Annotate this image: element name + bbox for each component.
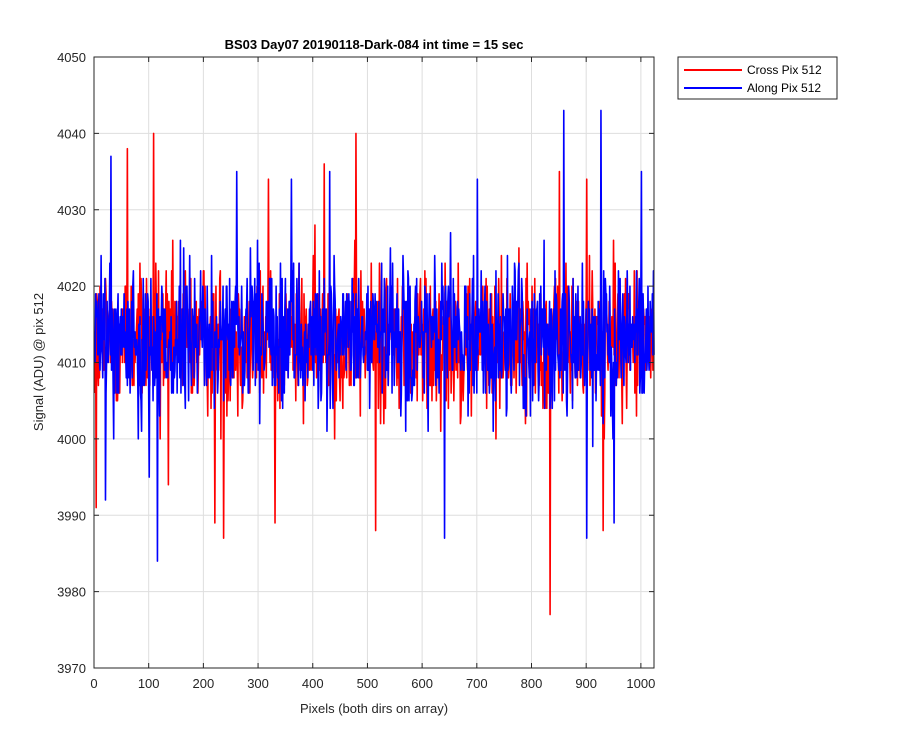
x-tick-label: 600 bbox=[411, 676, 433, 691]
data-lines bbox=[93, 109, 655, 616]
y-tick-label: 4050 bbox=[57, 50, 86, 65]
x-tick-label: 400 bbox=[302, 676, 324, 691]
y-tick-label: 3970 bbox=[57, 661, 86, 676]
y-tick-label: 3990 bbox=[57, 508, 86, 523]
y-axis-label: Signal (ADU) @ pix 512 bbox=[31, 293, 46, 431]
y-tick-label: 4010 bbox=[57, 356, 86, 371]
chart-title: BS03 Day07 20190118-Dark-084 int time = … bbox=[225, 37, 524, 52]
y-tick-label: 4040 bbox=[57, 126, 86, 141]
legend-label-along: Along Pix 512 bbox=[747, 81, 821, 95]
series-line-along-pix-512 bbox=[93, 109, 655, 562]
x-tick-label: 500 bbox=[357, 676, 379, 691]
x-tick-label: 1000 bbox=[626, 676, 655, 691]
x-tick-label: 0 bbox=[90, 676, 97, 691]
y-tick-label: 4020 bbox=[57, 279, 86, 294]
x-axis-label: Pixels (both dirs on array) bbox=[300, 701, 448, 716]
y-tick-label: 3980 bbox=[57, 585, 86, 600]
x-tick-label: 700 bbox=[466, 676, 488, 691]
x-tick-label: 800 bbox=[521, 676, 543, 691]
legend-label-cross: Cross Pix 512 bbox=[747, 63, 822, 77]
y-tick-label: 4030 bbox=[57, 203, 86, 218]
x-tick-label: 200 bbox=[193, 676, 215, 691]
x-tick-label: 300 bbox=[247, 676, 269, 691]
legend-box bbox=[677, 56, 838, 100]
legend: Cross Pix 512 Along Pix 512 bbox=[677, 56, 838, 100]
x-tick-label: 900 bbox=[575, 676, 597, 691]
y-tick-label: 4000 bbox=[57, 432, 86, 447]
ticks: 0 100 200 300 400 500 600 700 800 900 1000 3970 3980… bbox=[57, 50, 655, 691]
x-tick-label: 100 bbox=[138, 676, 160, 691]
